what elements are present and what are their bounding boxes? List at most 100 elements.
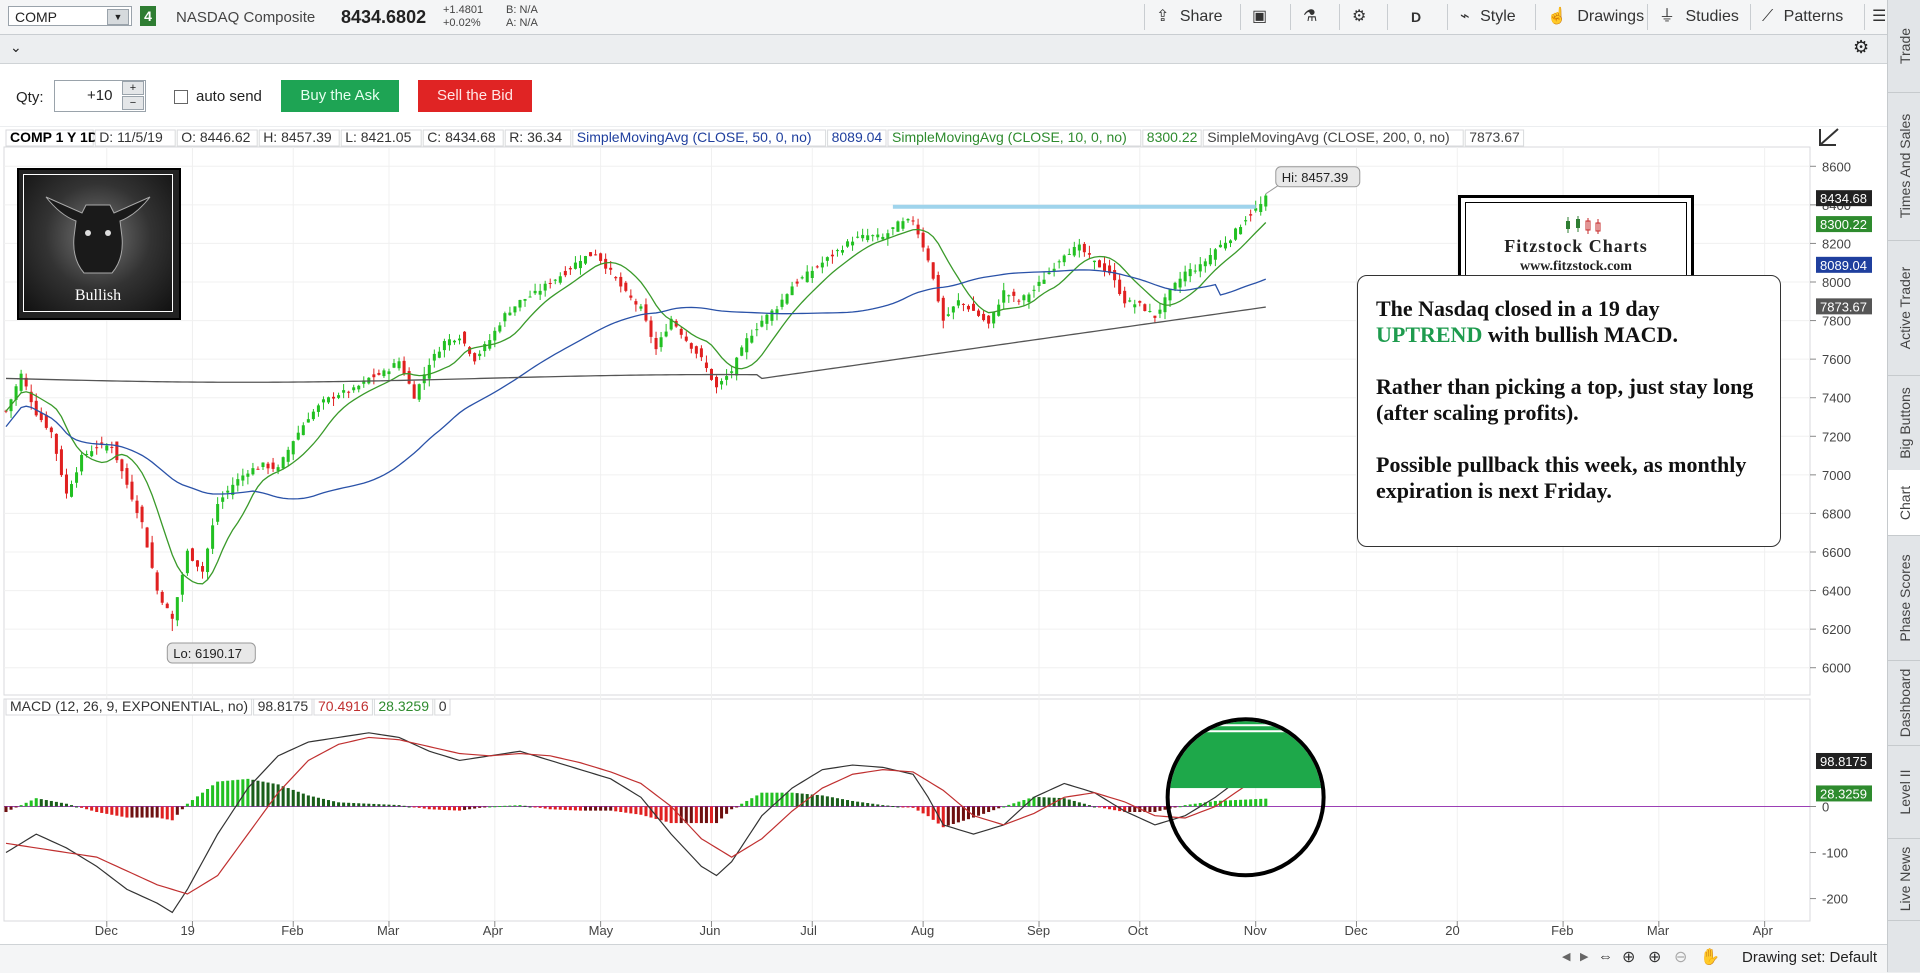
candle-body <box>412 384 416 399</box>
candle-body <box>29 391 33 403</box>
menu-icon[interactable]: ☰ <box>1872 8 1887 25</box>
alert-icon[interactable]: ▣ <box>1252 8 1268 25</box>
candle-body <box>1188 269 1192 277</box>
macd-histogram-bar <box>1092 806 1096 808</box>
zoom-in-icon[interactable]: ⊕ <box>1648 949 1662 966</box>
macd-histogram-bar <box>1188 804 1192 807</box>
chart-area[interactable]: 8600840082008000780076007400720070006800… <box>0 127 1887 972</box>
tab-label: Live News <box>1896 846 1913 912</box>
share-button[interactable]: ⇪ Share <box>1156 6 1223 28</box>
macd-histogram-bar <box>548 806 552 810</box>
candle-body <box>276 467 280 471</box>
qty-decrement-icon[interactable]: − <box>122 96 144 110</box>
macd-histogram-bar <box>664 806 668 822</box>
style-button[interactable]: ⌁ Style <box>1460 6 1516 28</box>
macd-histogram-bar <box>1062 798 1066 807</box>
candle-body <box>241 475 245 481</box>
candle-body <box>629 295 633 298</box>
chevron-down-icon[interactable]: ⌄ <box>10 39 22 55</box>
macd-histogram-bar <box>886 805 890 807</box>
gear-icon[interactable]: ⚙ <box>1352 8 1367 25</box>
symbol-input[interactable]: COMP ▼ <box>8 6 132 26</box>
candle-body <box>432 353 436 361</box>
drawing-set-label[interactable]: Drawing set: Default <box>1742 949 1878 966</box>
patterns-button[interactable]: ⟋ Patterns <box>1762 6 1843 28</box>
link-group-badge[interactable]: 4 <box>140 6 156 26</box>
price-badge-label: 8434.68 <box>1820 191 1867 206</box>
macd-histogram-bar <box>1128 806 1132 813</box>
bull-logo: Bullish <box>17 168 181 320</box>
macd-badge <box>1816 752 1872 769</box>
macd-histogram-bar <box>447 806 451 811</box>
macd-histogram-bar <box>95 806 99 813</box>
macd-histogram-bar <box>956 806 960 823</box>
expand-icon[interactable]: ⇔ <box>1598 948 1613 965</box>
macd-histogram-bar <box>14 806 18 808</box>
candle-body <box>180 574 184 595</box>
tab-dashboard[interactable]: Dashboard <box>1888 660 1920 746</box>
chart-settings-gear-icon[interactable]: ⚙ <box>1853 37 1870 57</box>
symbol-dropdown-icon[interactable]: ▼ <box>107 9 129 25</box>
candle-body <box>1128 300 1132 302</box>
qty-increment-icon[interactable]: + <box>122 81 144 95</box>
flask-icon[interactable]: ⚗ <box>1303 8 1318 25</box>
candle-body <box>175 597 179 621</box>
tab-live-news[interactable]: Live News <box>1888 838 1920 921</box>
macd-histogram-bar <box>221 781 225 807</box>
studies-button[interactable]: ⏚ Studies <box>1659 6 1739 28</box>
legend-cell <box>340 129 422 147</box>
candle-body <box>140 506 144 523</box>
macd-histogram-bar <box>765 792 769 807</box>
buy-the-ask-button[interactable]: Buy the Ask <box>281 80 399 112</box>
sell-the-bid-button[interactable]: Sell the Bid <box>418 80 532 112</box>
time-tick-label: Dec <box>1344 923 1368 938</box>
auto-send-checkbox[interactable] <box>174 90 188 104</box>
zoom-out-icon[interactable]: ⊖ <box>1674 949 1688 966</box>
time-tick-label: Feb <box>1551 923 1573 938</box>
tab-trade[interactable]: Trade <box>1888 0 1920 93</box>
macd-histogram-bar <box>382 804 386 807</box>
tab-big-buttons[interactable]: Big Buttons <box>1888 375 1920 471</box>
sma-200-line <box>5 306 1266 383</box>
candle-body <box>195 560 199 567</box>
candle-body <box>231 484 235 496</box>
candle-body <box>54 433 58 454</box>
candle-body <box>1022 295 1026 301</box>
tab-label: Trade <box>1896 27 1913 65</box>
tab-chart[interactable]: Chart <box>1888 470 1920 536</box>
period-button[interactable]: D <box>1411 9 1422 25</box>
candle-body <box>578 260 582 269</box>
tab-label: Phase Scores <box>1896 553 1913 642</box>
candle-body <box>19 373 23 391</box>
candle-body <box>286 449 290 462</box>
candle-body <box>901 221 905 229</box>
candle-body <box>271 462 275 469</box>
drawings-button[interactable]: ☝ Drawings <box>1547 6 1644 28</box>
time-tick-label: 20 <box>1445 923 1459 938</box>
pan-hand-icon[interactable]: ✋ <box>1700 949 1720 966</box>
tab-level-ii[interactable]: Level II <box>1888 745 1920 839</box>
candle-body <box>583 256 588 264</box>
macd-legend-text: 70.4916 <box>318 698 369 714</box>
macd-histogram-bar <box>1198 803 1202 807</box>
tab-times-and-sales[interactable]: Times And Sales <box>1888 92 1920 241</box>
candle-body <box>820 262 824 268</box>
candle-body <box>1123 290 1127 304</box>
drawing-tool-icon[interactable] <box>1819 128 1839 146</box>
scroll-left-icon[interactable]: ◀ <box>1562 951 1571 963</box>
tab-phase-scores[interactable]: Phase Scores <box>1888 535 1920 661</box>
crosshair-icon[interactable]: ⊕ <box>1622 949 1636 966</box>
macd-histogram-bar <box>624 806 628 813</box>
time-tick-label: Apr <box>1753 923 1774 938</box>
candle-body <box>528 296 532 298</box>
tab-active-trader[interactable]: Active Trader <box>1888 240 1920 376</box>
macd-histogram-bar <box>1259 798 1263 807</box>
macd-histogram-bar <box>105 806 109 814</box>
candle-body <box>110 446 114 448</box>
scroll-right-icon[interactable]: ▶ <box>1580 951 1589 963</box>
candle-body <box>1213 249 1217 260</box>
macd-histogram-bar <box>291 789 295 807</box>
macd-histogram-bar <box>1239 799 1243 807</box>
macd-histogram-bar <box>563 806 567 810</box>
macd-histogram-bar <box>1178 806 1182 808</box>
